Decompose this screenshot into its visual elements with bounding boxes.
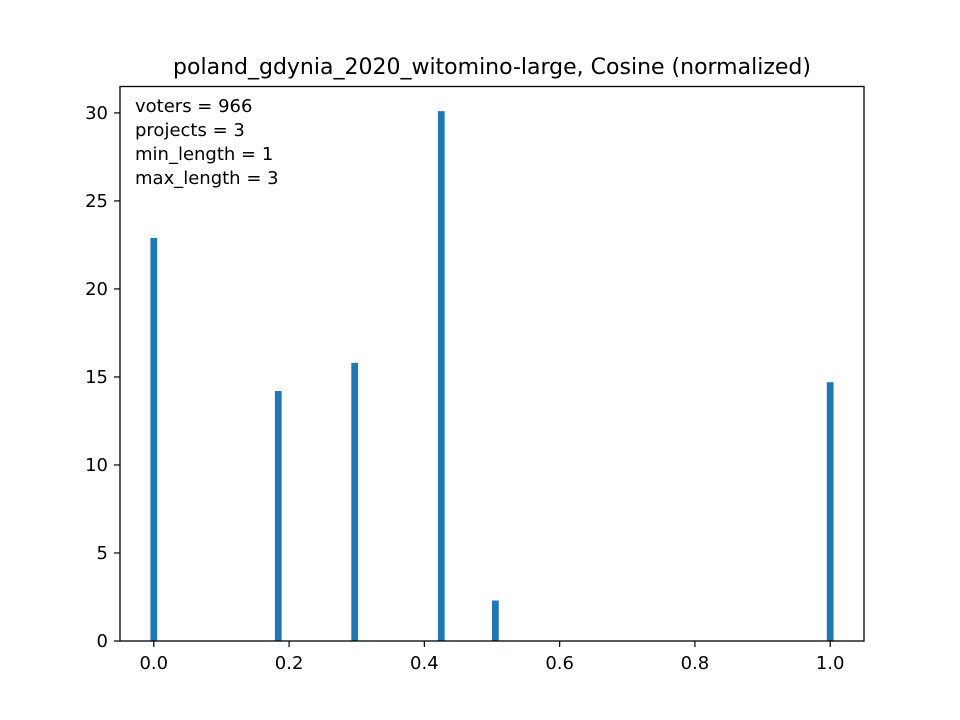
y-tick-label: 10 — [85, 455, 108, 476]
annotation-min-length: min_length = 1 — [135, 144, 273, 165]
bar-2 — [351, 362, 359, 641]
annotation-voters: voters = 966 — [135, 96, 252, 117]
bar-1 — [274, 391, 282, 641]
x-tick-label: 1.0 — [816, 653, 845, 674]
y-axis-ticks: 0 5 10 15 20 25 30 — [85, 103, 120, 652]
y-tick-label: 30 — [85, 103, 108, 124]
annotation-box: voters = 966 projects = 3 min_length = 1… — [135, 96, 279, 189]
y-tick-label: 25 — [85, 191, 108, 212]
bars-group — [150, 111, 834, 641]
bar-0 — [150, 237, 158, 641]
bar-3 — [437, 111, 445, 641]
y-tick-label: 5 — [97, 543, 108, 564]
annotation-projects: projects = 3 — [135, 120, 245, 141]
y-tick-label: 0 — [97, 631, 108, 652]
x-axis-ticks: 0.0 0.2 0.4 0.6 0.8 1.0 — [139, 641, 845, 674]
annotation-max-length: max_length = 3 — [135, 168, 279, 189]
x-tick-label: 0.6 — [545, 653, 574, 674]
bar-4 — [492, 600, 499, 641]
x-tick-label: 0.0 — [139, 653, 168, 674]
plot-frame — [119, 85, 865, 642]
bar-5 — [826, 382, 834, 641]
y-tick-label: 20 — [85, 279, 108, 300]
x-tick-label: 0.2 — [275, 653, 304, 674]
x-tick-label: 0.8 — [681, 653, 710, 674]
x-tick-label: 0.4 — [410, 653, 439, 674]
chart-title: poland_gdynia_2020_witomino-large, Cosin… — [173, 55, 811, 80]
y-tick-label: 15 — [85, 367, 108, 388]
